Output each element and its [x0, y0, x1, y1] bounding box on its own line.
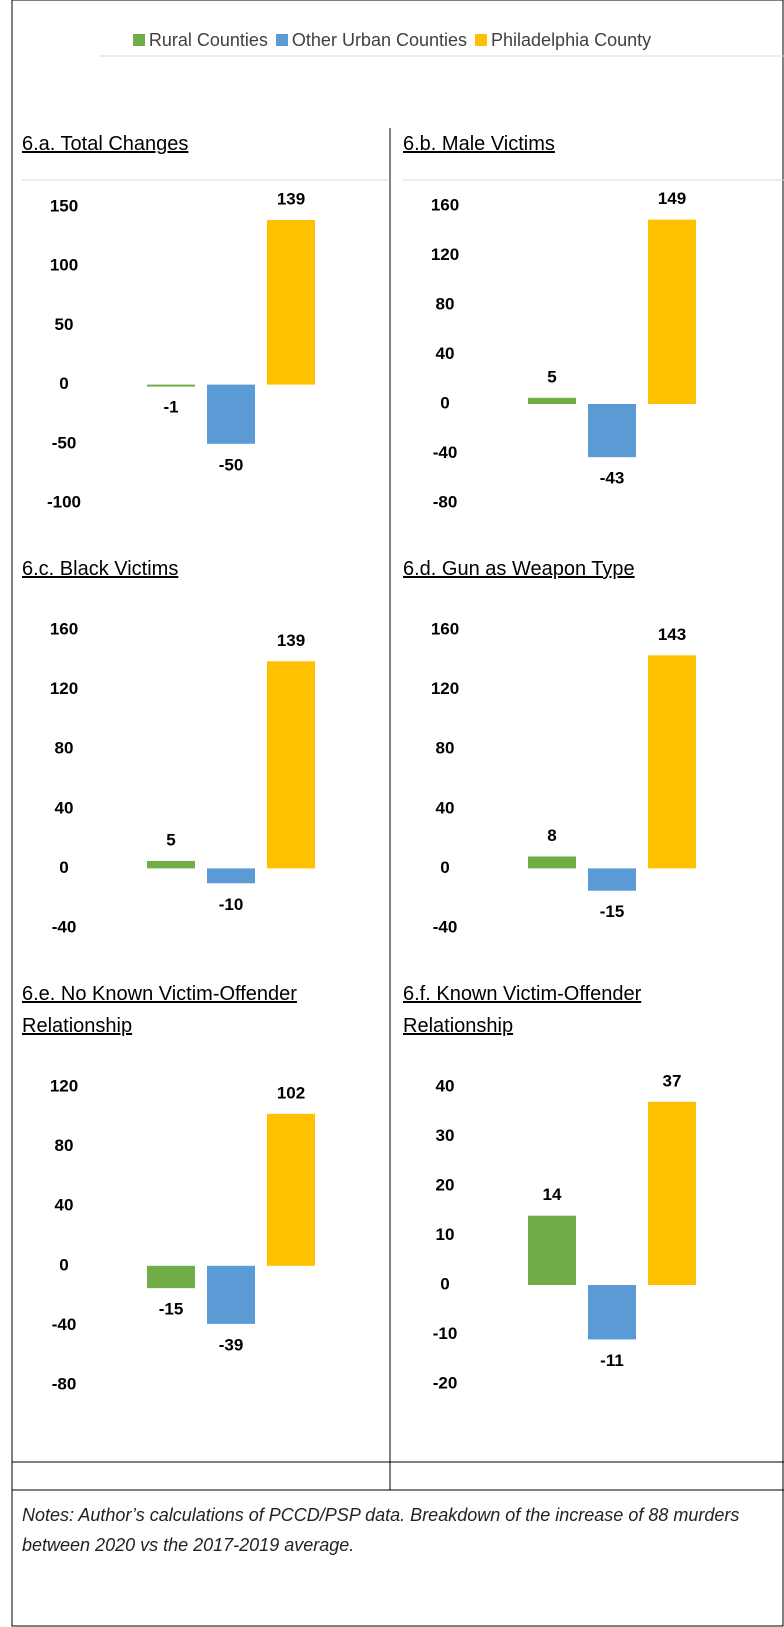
bar: [588, 1285, 636, 1340]
value-label: 14: [543, 1185, 562, 1204]
y-tick-label: 40: [436, 1076, 455, 1095]
y-tick-label: -40: [433, 443, 458, 462]
y-tick-label: 10: [436, 1225, 455, 1244]
y-tick-label: 40: [55, 798, 74, 817]
chart-title: 6.a. Total Changes: [22, 133, 189, 155]
y-tick-label: -10: [433, 1324, 458, 1343]
bar: [267, 1113, 315, 1266]
value-label: 8: [547, 826, 556, 845]
y-tick-label: 120: [431, 245, 459, 264]
legend-label: Rural Counties: [148, 30, 268, 50]
y-tick-label: 0: [59, 858, 68, 877]
chart-title: 6.f. Known Victim-Offender Relationship: [403, 983, 642, 1037]
value-label: 149: [658, 189, 686, 208]
value-label: -15: [159, 1300, 184, 1319]
bar: [648, 655, 696, 869]
bar: [588, 404, 636, 458]
y-tick-label: -40: [433, 917, 458, 936]
legend-swatch: [275, 34, 288, 46]
value-label: -39: [219, 1335, 244, 1354]
chart-title: 6.e. No Known Victim-Offender Relationsh…: [22, 983, 297, 1037]
y-tick-label: 160: [431, 195, 459, 214]
y-tick-label: 80: [436, 294, 455, 313]
value-label: -50: [219, 455, 244, 474]
y-tick-label: -50: [52, 433, 77, 452]
legend-item: Other Urban Counties: [275, 30, 468, 51]
y-tick-label: -100: [47, 492, 81, 511]
y-tick-label: 0: [440, 858, 449, 877]
y-tick-label: 50: [55, 315, 74, 334]
y-tick-label: 80: [436, 739, 455, 758]
y-tick-label: 120: [50, 1076, 78, 1095]
y-tick-label: 20: [436, 1175, 455, 1194]
bar: [147, 384, 195, 387]
value-label: 102: [277, 1083, 305, 1102]
chart-title: 6.d. Gun as Weapon Type: [403, 558, 635, 580]
y-tick-label: 80: [55, 739, 74, 758]
frame: [11, 0, 784, 1627]
legend: Rural Counties Other Urban Counties Philad…: [0, 30, 784, 51]
value-label: -43: [600, 469, 625, 488]
legend-label: Philadelphia County: [491, 30, 652, 50]
bar: [267, 220, 315, 385]
y-tick-label: 0: [440, 393, 449, 412]
bar: [528, 397, 576, 404]
value-label: -11: [600, 1351, 624, 1370]
y-tick-label: -20: [433, 1373, 458, 1392]
y-tick-label: 0: [59, 1255, 68, 1274]
value-label: 5: [166, 830, 175, 849]
y-tick-label: 120: [50, 679, 78, 698]
legend-swatch: [475, 34, 488, 46]
value-label: -10: [219, 895, 244, 914]
bar: [207, 868, 255, 884]
legend-swatch: [132, 34, 145, 46]
y-tick-label: -40: [52, 917, 77, 936]
bar: [147, 860, 195, 869]
y-tick-label: 40: [436, 798, 455, 817]
bar: [528, 1215, 576, 1285]
y-tick-label: 100: [50, 256, 78, 275]
y-tick-label: 40: [436, 344, 455, 363]
chart-title: 6.c. Black Victims: [22, 558, 179, 580]
y-tick-label: 30: [436, 1126, 455, 1145]
value-label: 139: [277, 190, 305, 209]
y-tick-label: -80: [433, 492, 458, 511]
legend-item: Philadelphia County: [475, 30, 651, 51]
bar: [528, 856, 576, 869]
bar: [588, 868, 636, 891]
legend-item: Rural Counties: [132, 30, 268, 51]
chart-title: 6.b. Male Victims: [403, 133, 555, 155]
value-label: 139: [277, 631, 305, 650]
bar: [207, 384, 255, 444]
value-label: -1: [163, 397, 178, 416]
legend-label: Other Urban Counties: [291, 30, 468, 50]
y-tick-label: 40: [55, 1196, 74, 1215]
value-label: 143: [658, 625, 686, 644]
value-label: -15: [600, 902, 625, 921]
y-tick-label: 160: [431, 619, 459, 638]
bar: [648, 1101, 696, 1285]
y-tick-label: -40: [52, 1315, 77, 1334]
bar: [267, 661, 315, 869]
y-tick-label: 0: [440, 1274, 449, 1293]
y-tick-label: 160: [50, 619, 78, 638]
value-label: 5: [547, 367, 556, 386]
y-tick-label: 150: [50, 196, 78, 215]
y-tick-label: -80: [52, 1374, 77, 1393]
y-tick-label: 80: [55, 1136, 74, 1155]
value-label: 37: [663, 1071, 682, 1090]
y-tick-label: 120: [431, 679, 459, 698]
y-tick-label: 0: [59, 374, 68, 393]
bar: [207, 1265, 255, 1324]
bar: [147, 1265, 195, 1289]
bar: [648, 219, 696, 404]
notes: Notes: Author’s calculations of PCCD/PSP…: [22, 1505, 740, 1555]
